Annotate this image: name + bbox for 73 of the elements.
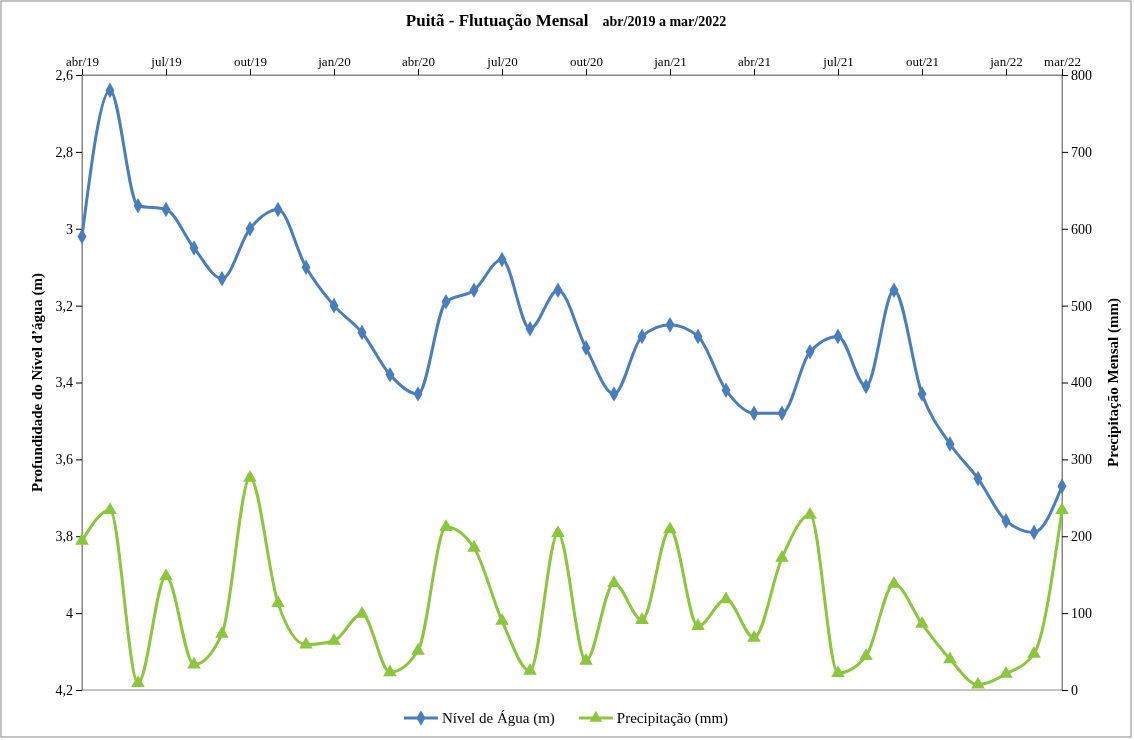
x-tick-label: jan/20 bbox=[317, 54, 351, 69]
x-tick-label: jan/21 bbox=[653, 54, 687, 69]
point bbox=[215, 626, 229, 638]
point bbox=[1027, 646, 1041, 658]
point bbox=[551, 525, 565, 538]
y-tick-label: 3,2 bbox=[55, 298, 73, 314]
x-tick-label: jul/19 bbox=[150, 54, 182, 69]
point bbox=[887, 576, 901, 588]
x-tick-label: out/19 bbox=[233, 54, 268, 69]
y-axis-title: Profundidade do Nível d’água (m) bbox=[29, 273, 46, 492]
point bbox=[439, 519, 453, 531]
y2-tick-label: 600 bbox=[1071, 221, 1092, 237]
x-tick-label: jan/22 bbox=[989, 54, 1023, 69]
x-tick-label: jul/21 bbox=[822, 54, 854, 69]
point bbox=[803, 506, 817, 519]
chart-subtitle: abr/2019 a mar/2022 bbox=[602, 14, 727, 29]
point bbox=[131, 675, 145, 688]
y-tick-label: 2,6 bbox=[55, 67, 73, 83]
point bbox=[467, 539, 481, 552]
y-tick-label: 3,4 bbox=[55, 375, 73, 391]
point bbox=[943, 651, 957, 664]
point bbox=[859, 648, 873, 661]
legend-label: Precipitação (mm) bbox=[616, 710, 729, 727]
point bbox=[327, 632, 341, 645]
y2-tick-label: 700 bbox=[1071, 144, 1092, 160]
point bbox=[271, 595, 285, 608]
point bbox=[495, 612, 509, 625]
y2-tick-label: 300 bbox=[1071, 452, 1092, 468]
point bbox=[691, 618, 705, 631]
point bbox=[355, 606, 369, 618]
y-tick-label: 4,2 bbox=[55, 682, 73, 698]
x-tick-label: abr/20 bbox=[401, 54, 436, 69]
y-tick-label: 3 bbox=[66, 221, 73, 237]
y2-tick-label: 100 bbox=[1071, 606, 1092, 622]
point bbox=[999, 666, 1013, 678]
y2-tick-label: 400 bbox=[1071, 375, 1092, 391]
x-tick-label: jul/20 bbox=[486, 54, 518, 69]
point bbox=[187, 656, 201, 669]
x-tick-label: mar/22 bbox=[1044, 54, 1081, 69]
point bbox=[103, 502, 117, 515]
y-tick-label: 3,6 bbox=[55, 452, 73, 468]
point bbox=[915, 616, 929, 628]
point bbox=[383, 664, 397, 677]
x-tick-label: out/21 bbox=[905, 54, 940, 69]
x-tick-label: abr/21 bbox=[737, 54, 772, 69]
point bbox=[775, 549, 789, 562]
point bbox=[243, 469, 257, 482]
y2-tick-label: 800 bbox=[1071, 67, 1092, 83]
point bbox=[663, 521, 677, 534]
y-tick-label: 3,8 bbox=[55, 529, 73, 545]
point bbox=[831, 665, 845, 678]
y2-tick-label: 200 bbox=[1071, 529, 1092, 545]
point bbox=[747, 629, 761, 642]
y-tick-label: 4 bbox=[66, 606, 73, 622]
point bbox=[411, 642, 425, 655]
legend-label: Nível de Água (m) bbox=[441, 710, 555, 727]
x-tick-label: out/20 bbox=[569, 54, 604, 69]
point bbox=[299, 636, 313, 649]
point bbox=[607, 575, 621, 588]
chart-title: Puitã - Flutuação Mensal bbox=[405, 11, 589, 30]
point bbox=[635, 612, 649, 624]
x-tick-label: abr/19 bbox=[65, 54, 100, 69]
point bbox=[719, 591, 733, 604]
point bbox=[579, 652, 593, 665]
point bbox=[523, 662, 537, 675]
y2-tick-label: 500 bbox=[1071, 298, 1092, 314]
y2-tick-label: 0 bbox=[1071, 682, 1078, 698]
y2-axis-title: Precipitação Mensal (mm) bbox=[1105, 298, 1122, 467]
point bbox=[1055, 502, 1069, 515]
point bbox=[159, 568, 173, 581]
y-tick-label: 2,8 bbox=[55, 144, 73, 160]
point bbox=[971, 676, 985, 689]
point bbox=[75, 533, 89, 545]
